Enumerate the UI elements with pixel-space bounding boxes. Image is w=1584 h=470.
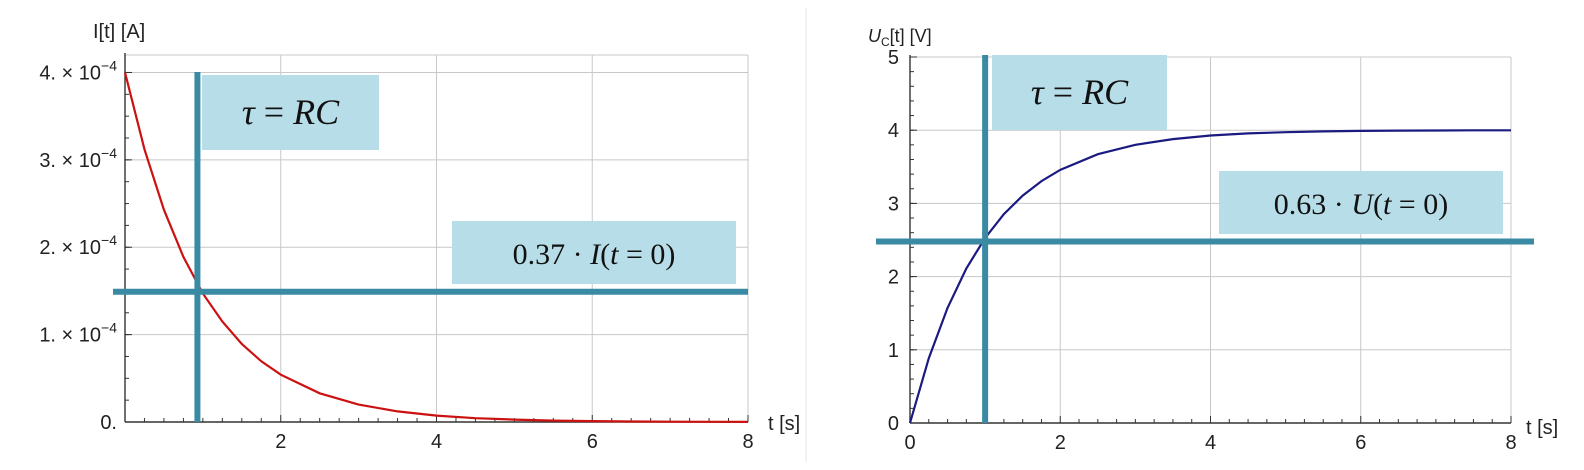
tick-marks [124, 71, 749, 423]
current-chart: 2 4 6 8 0. 1. × 10−4 2. × 10−4 3. × 10−4 4. × 1… [39, 21, 800, 453]
voltage-curve [908, 129, 1511, 424]
y-tick-label: 4. × 10−4 [39, 57, 117, 84]
y-tick-label: 3. × 10−4 [39, 145, 117, 172]
x-tick-label: 0 [904, 432, 915, 454]
y-tick-label: 1 [888, 340, 899, 362]
x-tick-label: 8 [742, 431, 753, 453]
x-tick-labels: 0 2 4 6 8 [904, 432, 1516, 454]
y-tick-label: 5 [888, 47, 899, 69]
current-curve [123, 72, 749, 423]
x-tick-label: 4 [431, 431, 442, 453]
tau-label-box [992, 55, 1167, 130]
tau-label: τ = RC [242, 92, 340, 132]
y-tick-labels: 0 1 2 3 4 5 [888, 47, 899, 435]
x-tick-label: 8 [1505, 432, 1516, 454]
x-tick-label: 4 [1205, 432, 1216, 454]
y-tick-label: 2 [888, 267, 899, 289]
x-axis-label: t [s] [768, 413, 800, 435]
x-axis-label: t [s] [1526, 417, 1558, 439]
tau-label: τ = RC [1031, 72, 1129, 112]
x-tick-labels: 2 4 6 8 [275, 431, 753, 453]
y-tick-label: 3 [888, 193, 899, 215]
voltage-chart: 0 2 4 6 8 0 1 2 3 4 5 τ = RC 0.63 · U(t = 0) UC[t… [868, 26, 1558, 454]
y-tick-label: 0. [100, 412, 117, 434]
y-tick-label: 4 [888, 120, 899, 142]
x-tick-label: 2 [1055, 432, 1066, 454]
level-label: 0.63 · U(t = 0) [1274, 188, 1448, 221]
y-tick-label: 2. × 10−4 [39, 232, 117, 259]
y-axis-label: UC[t] [V] [868, 26, 932, 49]
level-label-box [1219, 171, 1503, 234]
grid-lines [125, 54, 749, 422]
x-tick-label: 2 [275, 431, 286, 453]
y-tick-label: 1. × 10−4 [39, 320, 117, 347]
tau-label-box [202, 75, 379, 150]
x-tick-label: 6 [587, 431, 598, 453]
y-tick-labels: 0. 1. × 10−4 2. × 10−4 3. × 10−4 4. × 10−4 [39, 57, 117, 434]
x-tick-label: 6 [1355, 432, 1366, 454]
level-label-box [452, 221, 736, 284]
level-label: 0.37 · I(t = 0) [513, 238, 676, 271]
y-axis-label: I[t] [A] [93, 21, 145, 43]
y-tick-label: 0 [888, 413, 899, 435]
